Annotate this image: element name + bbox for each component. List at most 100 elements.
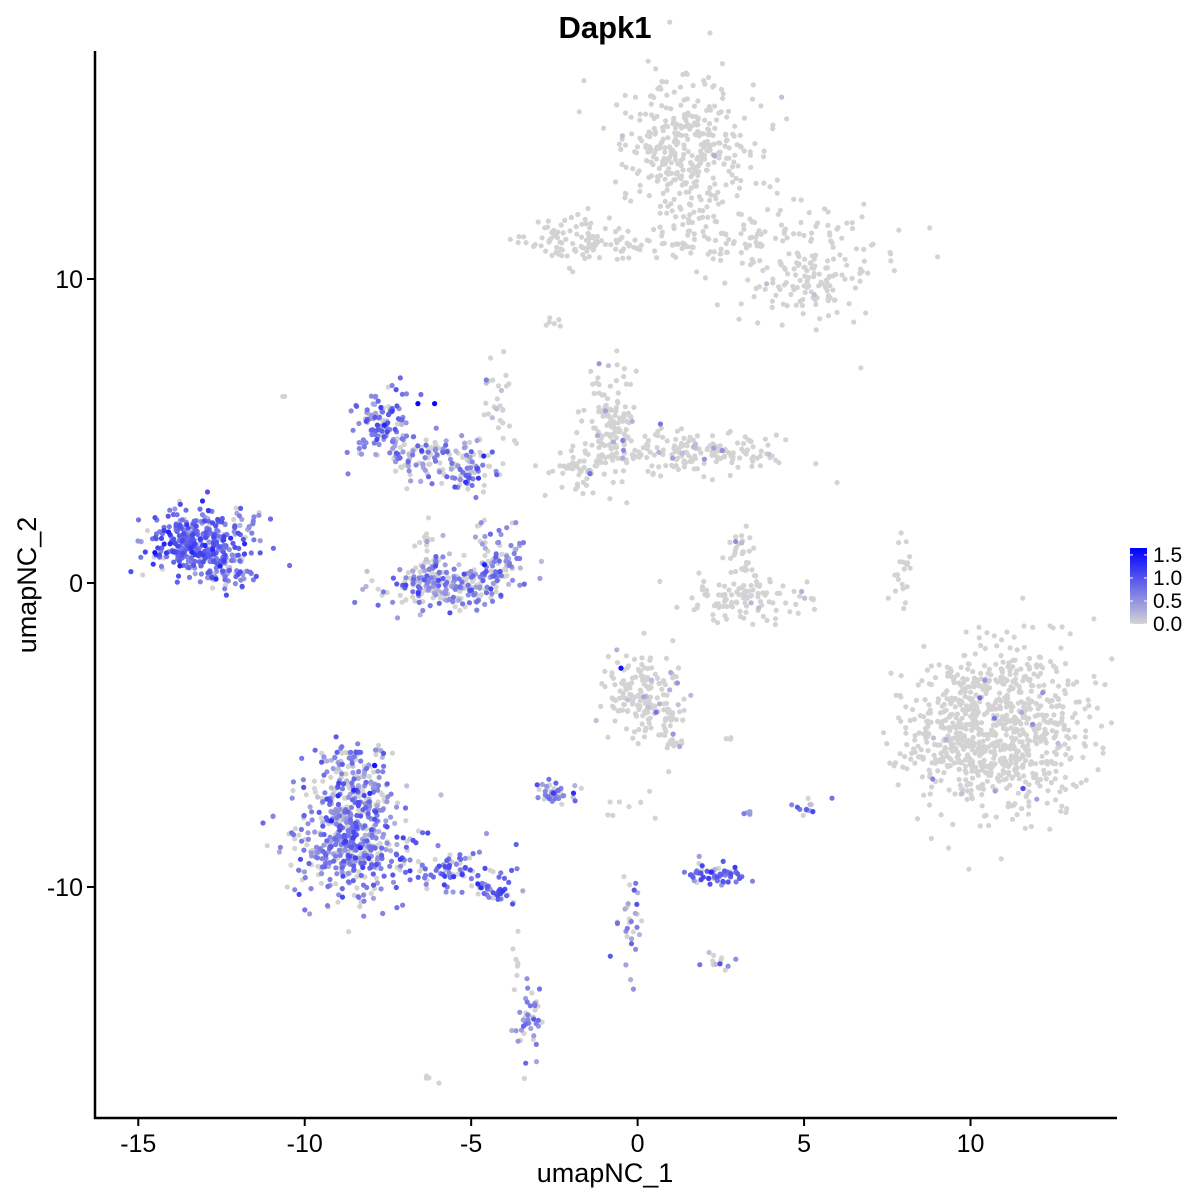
cell-point: [1025, 811, 1032, 817]
cell-point: [950, 741, 956, 747]
cell-point: [197, 579, 203, 585]
cell-point: [849, 220, 855, 226]
cell-point: [657, 172, 664, 179]
cell-point: [631, 656, 638, 662]
cell-point: [532, 1007, 538, 1013]
cell-point: [476, 849, 482, 855]
cell-point: [481, 890, 487, 897]
cell-point: [988, 766, 994, 772]
cell-point: [186, 574, 193, 581]
cell-point: [404, 486, 410, 492]
cell-point: [721, 454, 728, 460]
cell-point: [750, 259, 757, 265]
cell-point: [923, 730, 929, 736]
cell-point: [924, 667, 931, 673]
cell-point: [410, 448, 416, 454]
cell-point: [631, 729, 638, 735]
cell-point: [482, 533, 488, 540]
cell-point: [680, 221, 686, 228]
cell-point: [348, 804, 354, 811]
cell-point: [811, 292, 817, 298]
cell-point: [462, 855, 468, 862]
cell-point: [370, 871, 376, 877]
cell-point: [713, 459, 719, 465]
cell-point: [915, 682, 921, 688]
cell-point: [975, 768, 981, 775]
scatter-points: [128, 19, 1115, 1086]
cell-point: [662, 161, 668, 167]
cell-point: [288, 862, 294, 868]
cell-point: [702, 591, 708, 598]
cell-point: [509, 901, 516, 907]
cell-point: [594, 433, 601, 439]
cell-point: [1011, 729, 1017, 735]
cell-point: [649, 677, 655, 683]
cell-point: [939, 703, 945, 709]
cell-point: [695, 98, 701, 104]
cell-point: [581, 458, 587, 464]
cell-point: [1093, 741, 1099, 747]
cell-point: [251, 537, 257, 543]
cell-point: [327, 876, 333, 883]
cell-point: [698, 870, 704, 876]
cell-point: [798, 197, 804, 203]
cell-point: [1047, 826, 1053, 832]
cell-point: [978, 670, 984, 677]
cell-point: [667, 723, 673, 729]
colorbar: [1130, 548, 1147, 624]
cell-point: [1020, 595, 1026, 601]
cell-point: [641, 734, 648, 740]
cell-point: [520, 1017, 526, 1023]
cell-point: [943, 717, 949, 724]
cell-point: [376, 828, 382, 835]
cell-point: [378, 865, 384, 872]
cell-point: [594, 233, 601, 240]
cell-point: [919, 774, 926, 780]
cell-point: [990, 703, 996, 709]
cell-point: [495, 383, 502, 389]
cell-point: [972, 764, 979, 771]
cell-point: [761, 180, 767, 186]
cell-point: [379, 428, 385, 434]
cell-point: [320, 819, 326, 826]
cell-point: [348, 749, 354, 755]
cell-point: [301, 869, 308, 875]
cell-point: [998, 747, 1004, 753]
cell-point: [664, 210, 670, 216]
cell-point: [975, 709, 981, 715]
cell-point: [730, 240, 737, 247]
cell-point: [419, 448, 425, 454]
cell-point: [831, 297, 837, 303]
cell-point: [941, 770, 947, 776]
cell-point: [394, 841, 400, 848]
cell-point: [482, 472, 488, 478]
cell-point: [602, 668, 608, 675]
cell-point: [681, 435, 687, 441]
cell-point: [368, 393, 374, 399]
cell-point: [953, 715, 959, 721]
cell-point: [306, 860, 312, 867]
cell-point: [817, 316, 823, 322]
cell-point: [706, 949, 712, 956]
cell-point: [379, 409, 386, 415]
cell-point: [1022, 707, 1028, 714]
cell-point: [632, 447, 638, 453]
cell-point: [609, 670, 615, 676]
cell-point: [902, 600, 909, 606]
cell-point: [673, 463, 679, 469]
cell-point: [608, 446, 614, 452]
cell-point: [1020, 764, 1026, 771]
cell-point: [711, 159, 717, 165]
cell-point: [951, 680, 957, 686]
cell-point: [727, 428, 733, 434]
cell-point: [1072, 710, 1078, 717]
cell-point: [739, 566, 746, 573]
cell-point: [725, 108, 732, 114]
y-tick-label: -10: [47, 874, 83, 902]
cell-point: [842, 256, 848, 262]
cell-point: [357, 903, 363, 910]
cell-point: [1026, 803, 1032, 809]
cell-point: [1004, 629, 1010, 635]
cell-point: [639, 721, 645, 727]
cell-point: [205, 575, 211, 581]
